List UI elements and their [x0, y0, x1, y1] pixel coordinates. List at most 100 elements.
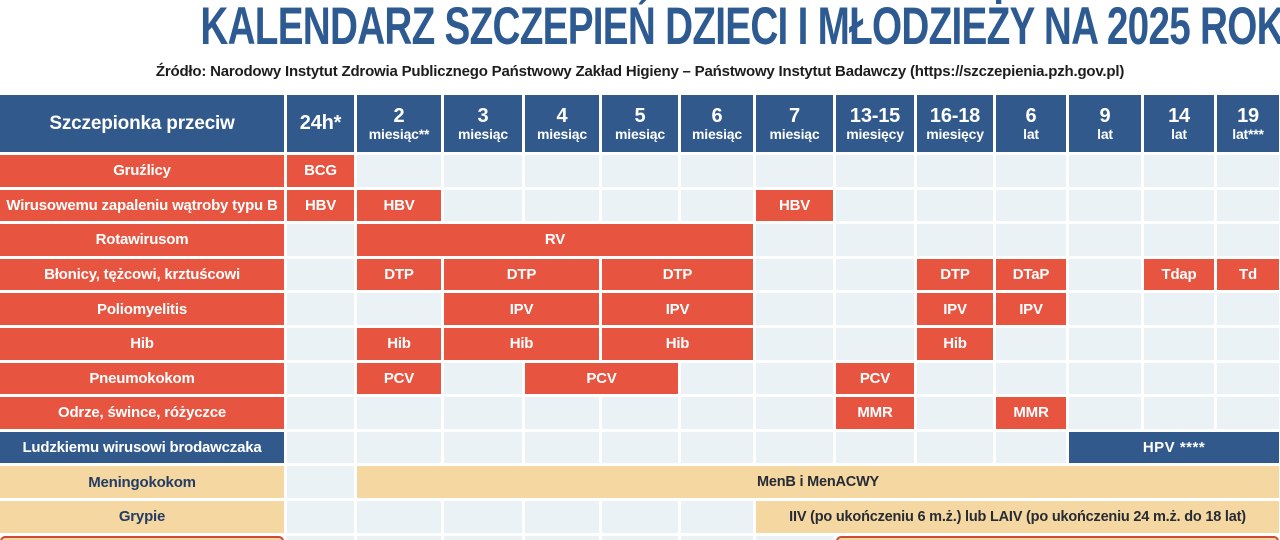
empty-cell [917, 189, 993, 222]
vaccine-cell: HBV [756, 189, 833, 222]
empty-cell [996, 327, 1066, 360]
empty-cell [1069, 327, 1141, 360]
empty-cell [756, 155, 833, 187]
empty-cell [525, 500, 599, 533]
vaccination-table: Szczepionka przeciw 24h* 2 miesiąc** 3 miesią… [0, 95, 1279, 540]
empty-cell [525, 155, 599, 187]
age-column-header: 7 miesiąc [756, 95, 833, 152]
vaccine-cell: DTaP [996, 258, 1066, 291]
age-value: 19 [1237, 104, 1259, 127]
vaccine-cell: MenB i MenACWY [357, 466, 1279, 498]
empty-cell [525, 397, 599, 429]
empty-cell [681, 155, 753, 187]
empty-cell [996, 431, 1066, 464]
vaccine-cell: IPV [602, 293, 753, 325]
empty-cell [681, 431, 753, 464]
age-column-header: 6 lat [996, 95, 1066, 152]
empty-cell [287, 535, 354, 540]
age-unit: lat [1171, 125, 1187, 142]
empty-cell [287, 431, 354, 464]
age-value: 7 [789, 104, 800, 127]
empty-cell [287, 500, 354, 533]
vaccine-label: Pneumokokom [0, 362, 284, 395]
age-value: 2 [393, 104, 405, 127]
age-column-header: 13-15 miesięcy [836, 95, 914, 152]
vaccine-cell: HBV [357, 189, 441, 222]
age-column-header: 3 miesiąc [444, 95, 522, 152]
empty-cell [1217, 155, 1279, 187]
empty-cell [1144, 224, 1214, 256]
age-unit: miesięcy [846, 125, 904, 142]
age-unit: lat [1097, 125, 1113, 142]
age-column-header: 16-18 miesięcy [917, 95, 993, 152]
age-value: 24h* [299, 112, 342, 134]
vaccine-cell: PCV [525, 362, 678, 395]
age-unit: miesiąc [769, 125, 820, 142]
age-column-header: 2 miesiąc** [357, 95, 441, 152]
empty-cell [1217, 293, 1279, 325]
empty-cell [1217, 224, 1279, 256]
vaccine-label: Gruźlicy [0, 155, 284, 187]
empty-cell [756, 258, 833, 291]
empty-cell [287, 258, 354, 291]
vaccine-cell: HBV [287, 189, 354, 222]
empty-cell [996, 362, 1066, 395]
empty-cell [1069, 224, 1141, 256]
empty-cell [836, 224, 914, 256]
vaccine-cell: Hib [444, 327, 599, 360]
empty-cell [836, 189, 914, 222]
empty-cell [996, 189, 1066, 222]
empty-cell [444, 189, 522, 222]
empty-cell [602, 155, 678, 187]
vaccine-label: Hib [0, 327, 284, 360]
empty-cell [1144, 189, 1214, 222]
age-unit: miesiąc [458, 125, 508, 142]
empty-cell [996, 155, 1066, 187]
age-value: 5 [634, 104, 646, 127]
age-value: 6 [711, 104, 723, 127]
empty-cell [1069, 362, 1141, 395]
vaccine-label: Ludzkiemu wirusowi brodawczaka [0, 431, 284, 464]
vaccine-cell: Hib [917, 327, 993, 360]
empty-cell [602, 431, 678, 464]
empty-cell [357, 500, 441, 533]
age-unit: lat*** [1232, 125, 1264, 142]
age-value: 9 [1099, 104, 1111, 127]
empty-cell [917, 155, 993, 187]
vaccine-cell: PCV [836, 362, 914, 395]
vaccine-cell: Hib [357, 327, 441, 360]
age-column-header: 9 lat [1069, 95, 1141, 152]
vaccine-cell: MMR [836, 397, 914, 429]
empty-cell [357, 293, 441, 325]
empty-cell [1069, 397, 1141, 429]
empty-cell [444, 431, 522, 464]
empty-cell [525, 535, 599, 540]
empty-cell [287, 466, 354, 498]
vaccine-column-header: Szczepionka przeciw [0, 95, 284, 152]
empty-cell [756, 535, 833, 540]
empty-cell [1217, 189, 1279, 222]
age-column-header: 4 miesiąc [525, 95, 599, 152]
vaccine-cell: Hib [602, 327, 753, 360]
empty-cell [357, 535, 441, 540]
vaccine-cell: IIV (po ukończeniu 6 m.ż.) lub LAIV (po … [756, 500, 1279, 533]
age-value: 6 [1025, 104, 1037, 127]
empty-cell [602, 397, 678, 429]
vaccine-cell: Tdap [1144, 258, 1214, 291]
empty-cell [836, 293, 914, 325]
vaccine-label: Poliomyelitis [0, 293, 284, 325]
empty-cell [287, 397, 354, 429]
empty-cell [1069, 293, 1141, 325]
vaccine-cell: DTP [357, 258, 441, 291]
empty-cell [357, 155, 441, 187]
empty-cell [1069, 155, 1141, 187]
vaccine-cell: IPV [996, 293, 1066, 325]
vaccine-label: Grypie [0, 500, 284, 533]
empty-cell [1069, 189, 1141, 222]
empty-cell [1144, 362, 1214, 395]
age-unit: miesiąc [692, 125, 742, 142]
vaccine-label: Meningokokom [0, 466, 284, 498]
empty-cell [756, 327, 833, 360]
empty-cell [357, 397, 441, 429]
